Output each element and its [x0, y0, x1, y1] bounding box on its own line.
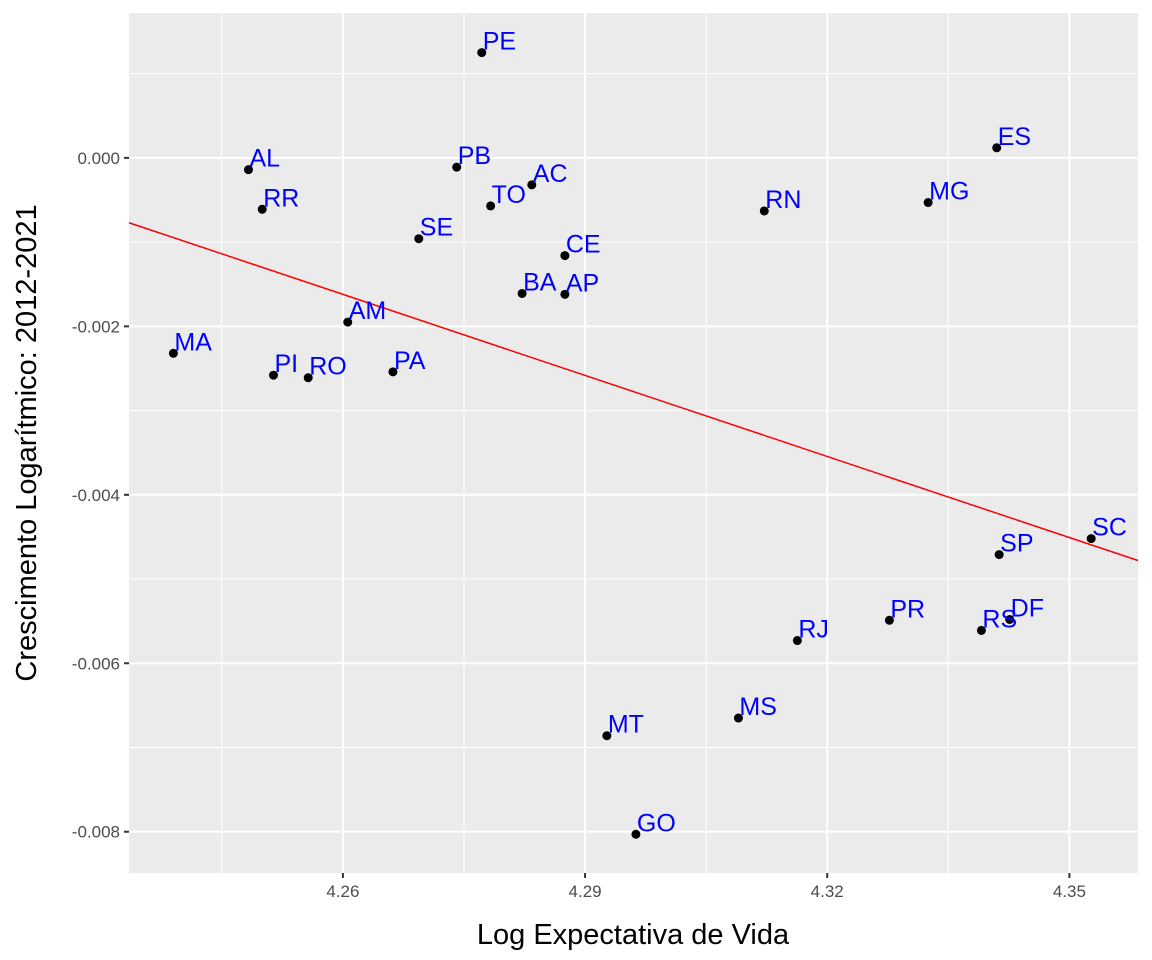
- data-point: [343, 317, 353, 327]
- point-label: RN: [765, 186, 801, 214]
- point-label: AM: [349, 297, 387, 325]
- point-label: MA: [174, 328, 212, 356]
- point-label: AC: [533, 160, 568, 188]
- data-point: [560, 289, 570, 299]
- data-point: [976, 625, 986, 635]
- x-axis-ticks: 4.26 4.29 4.32 4.35: [326, 873, 1086, 901]
- data-point: [257, 204, 267, 214]
- data-point: [1086, 534, 1096, 544]
- x-axis-title: Log Expectativa de Vida: [477, 919, 790, 951]
- x-tick-label: 4.29: [569, 882, 602, 901]
- data-point: [992, 143, 1002, 153]
- data-point: [486, 201, 496, 211]
- data-point: [527, 180, 537, 190]
- point-label: ES: [998, 123, 1031, 151]
- y-axis-title: Crescimento Logarítmico: 2012-2021: [11, 204, 43, 681]
- trend-line: [128, 222, 1139, 562]
- data-point: [1005, 614, 1015, 624]
- y-axis-ticks: 0.000 -0.002 -0.004 -0.006 -0.008: [72, 149, 129, 842]
- point-label: RO: [309, 353, 347, 381]
- point-label: MT: [608, 711, 644, 739]
- y-tick-label: -0.006: [72, 654, 120, 673]
- data-point: [560, 251, 570, 261]
- point-label: PE: [483, 28, 516, 56]
- data-point: [388, 367, 398, 377]
- point-label: SP: [1000, 530, 1033, 558]
- point-label: RR: [263, 184, 299, 212]
- point-label: PB: [458, 142, 491, 170]
- point-label: SE: [420, 214, 453, 242]
- y-tick-label: -0.002: [72, 317, 120, 336]
- data-point: [792, 636, 802, 646]
- point-label: BA: [523, 268, 557, 296]
- x-tick-label: 4.35: [1053, 882, 1086, 901]
- trend-line-group: [128, 222, 1139, 562]
- data-point: [733, 713, 743, 723]
- y-tick-label: -0.008: [72, 823, 120, 842]
- point-label: RS: [982, 605, 1017, 633]
- x-tick-label: 4.26: [326, 882, 359, 901]
- data-point: [923, 198, 933, 208]
- data-point: [268, 370, 278, 380]
- data-point: [303, 373, 313, 383]
- y-tick-label: -0.004: [72, 486, 120, 505]
- point-label: DF: [1011, 594, 1044, 622]
- data-point: [452, 162, 462, 172]
- data-point: [631, 829, 641, 839]
- data-point: [243, 165, 253, 175]
- data-point: [994, 550, 1004, 560]
- plot-panel: [129, 13, 1138, 873]
- point-label: MG: [929, 178, 969, 206]
- point-label: PI: [274, 350, 298, 378]
- data-points: [168, 48, 1096, 839]
- point-label: GO: [637, 809, 676, 837]
- data-point: [477, 48, 487, 58]
- data-point: [414, 234, 424, 244]
- point-label: PA: [394, 347, 426, 375]
- y-tick-label: 0.000: [77, 149, 120, 168]
- point-label: SC: [1092, 514, 1127, 542]
- point-label: AP: [566, 269, 599, 297]
- data-point: [602, 731, 612, 741]
- data-point: [759, 206, 769, 216]
- point-label: AL: [249, 145, 280, 173]
- point-label: MS: [739, 693, 777, 721]
- point-label: TO: [492, 181, 526, 209]
- point-label: PR: [890, 595, 925, 623]
- data-point: [517, 288, 527, 298]
- point-label: RJ: [798, 616, 829, 644]
- x-tick-label: 4.32: [811, 882, 844, 901]
- point-label: CE: [566, 231, 601, 259]
- minor-gridlines: [129, 13, 1138, 873]
- data-point: [168, 348, 178, 358]
- data-point: [884, 615, 894, 625]
